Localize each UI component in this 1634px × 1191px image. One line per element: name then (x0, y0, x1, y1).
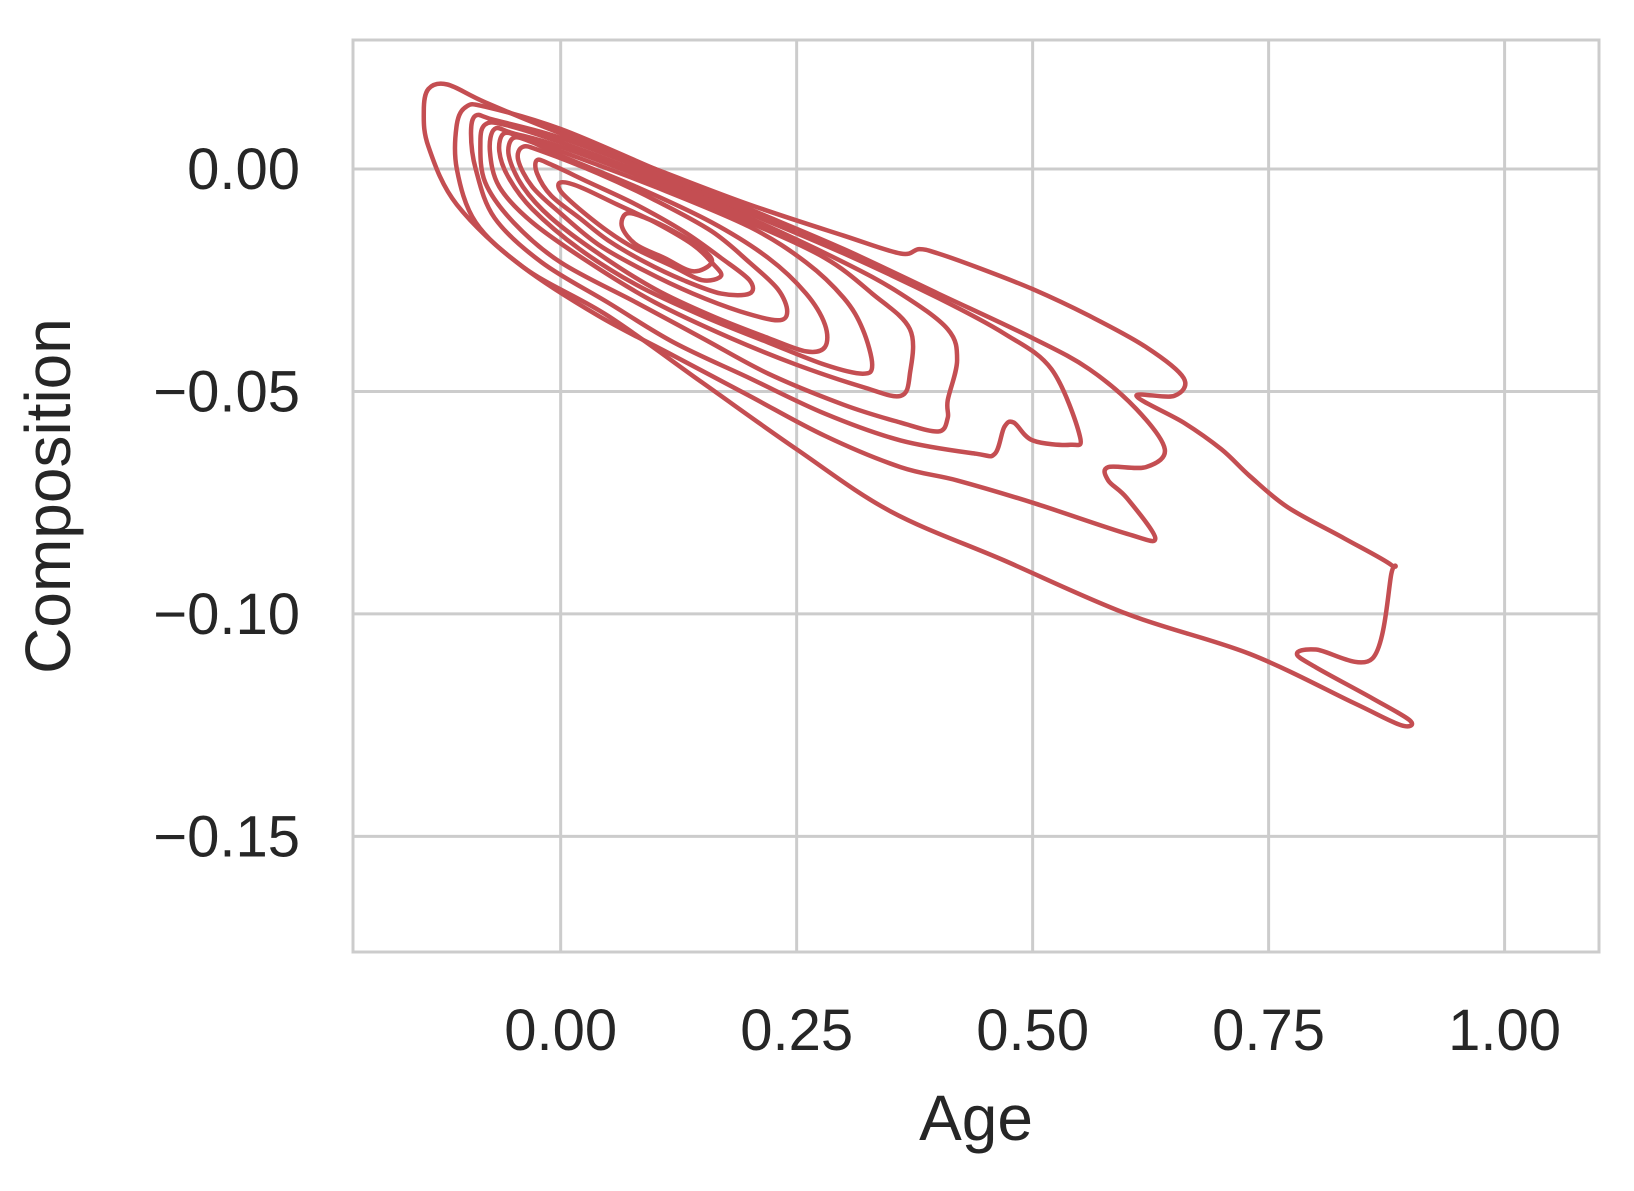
contour-level-11 (619, 210, 715, 274)
x-axis-label: Age (919, 1082, 1033, 1154)
contour-level-10 (556, 179, 724, 283)
contour-level-7 (506, 134, 830, 355)
y-tick-labels: 0.00 −0.05 −0.10 −0.15 (153, 137, 300, 869)
contour-level-8 (515, 143, 790, 323)
x-tick-labels: 0.00 0.25 0.50 0.75 1.00 (504, 998, 1561, 1063)
y-tick-label: −0.15 (153, 804, 300, 869)
plot-frame (351, 38, 1601, 954)
y-tick-label: −0.05 (153, 359, 300, 424)
x-tick-label: 0.25 (740, 998, 853, 1063)
contour-level-5 (487, 125, 916, 399)
y-axis-label: Composition (12, 318, 84, 674)
x-tick-label: 0.00 (504, 998, 617, 1063)
y-tick-label: 0.00 (187, 137, 300, 202)
x-tick-label: 1.00 (1448, 998, 1561, 1063)
contour-level-4 (478, 120, 960, 434)
x-tick-label: 0.75 (1212, 998, 1325, 1063)
contour-level-9 (533, 157, 756, 298)
x-tick-label: 0.50 (976, 998, 1089, 1063)
contour-level-2 (452, 101, 1168, 544)
contour-lines (421, 81, 1415, 729)
contour-level-6 (496, 130, 875, 376)
contour-level-1 (421, 81, 1415, 729)
y-tick-label: −0.10 (153, 582, 300, 647)
contour-level-3 (468, 112, 1084, 459)
